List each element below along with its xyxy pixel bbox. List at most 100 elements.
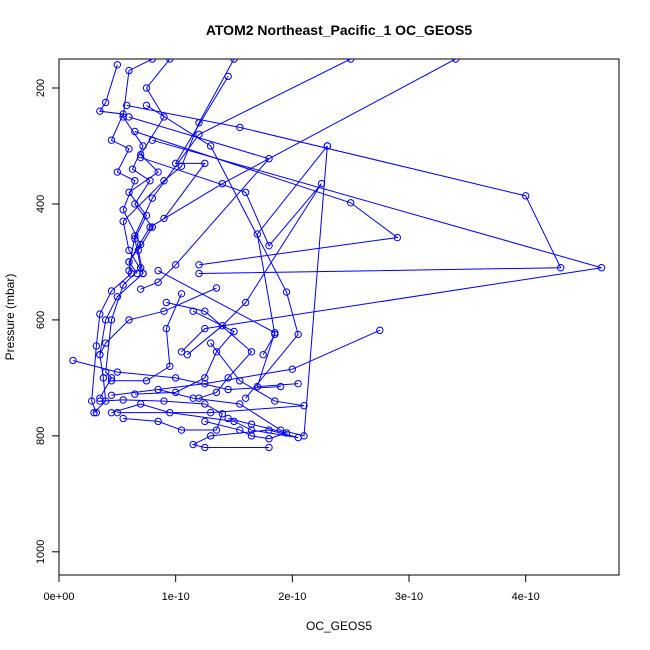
data-point — [139, 269, 147, 278]
data-point — [224, 414, 232, 423]
series-line — [158, 145, 328, 437]
data-point — [236, 400, 244, 408]
data-point — [206, 432, 215, 440]
data-point — [162, 298, 171, 307]
data-point — [276, 382, 285, 391]
data-point — [119, 217, 127, 226]
series-23 — [154, 142, 332, 440]
data-point — [282, 429, 291, 437]
data-point — [451, 59, 460, 63]
data-point — [166, 362, 174, 370]
data-point — [300, 432, 308, 440]
data-point — [241, 394, 250, 402]
series-line — [111, 403, 299, 448]
data-point — [107, 316, 116, 324]
data-point — [224, 72, 232, 81]
data-point — [131, 177, 139, 185]
data-point — [125, 66, 133, 75]
data-point — [90, 408, 98, 417]
data-point — [113, 368, 122, 376]
data-point — [183, 350, 192, 359]
data-point — [142, 377, 151, 385]
data-point — [206, 408, 215, 417]
data-point — [265, 443, 273, 452]
data-point — [122, 101, 131, 110]
data-point — [236, 377, 244, 385]
data-point — [253, 382, 262, 391]
data-point — [247, 348, 256, 356]
data-point — [218, 410, 227, 418]
data-point — [160, 214, 168, 223]
plot-area — [58, 58, 620, 576]
series-16 — [96, 284, 221, 359]
data-point — [195, 261, 203, 269]
data-point — [119, 396, 127, 404]
data-point — [148, 59, 157, 63]
series-line — [99, 399, 223, 431]
data-point — [230, 327, 238, 336]
data-point — [212, 284, 221, 292]
data-point — [241, 188, 250, 197]
data-point — [294, 330, 302, 339]
data-point — [92, 342, 101, 350]
data-point — [154, 278, 162, 286]
data-point — [294, 379, 302, 388]
data-point — [177, 348, 186, 356]
data-point — [125, 188, 133, 197]
series-line — [111, 293, 182, 382]
series-22 — [113, 339, 308, 417]
y-tick-label: 600 — [35, 311, 47, 329]
data-point — [521, 192, 530, 200]
data-point — [247, 420, 256, 428]
data-point — [265, 435, 273, 443]
series-4 — [119, 59, 238, 278]
y-tick-label: 200 — [35, 79, 47, 97]
data-point — [247, 426, 256, 434]
data-point — [107, 408, 116, 417]
series-9 — [131, 127, 402, 269]
y-tick-label: 400 — [35, 195, 47, 213]
data-point — [131, 232, 139, 240]
data-point — [597, 264, 606, 272]
series-line — [99, 59, 171, 399]
series-1 — [87, 61, 145, 417]
data-point — [236, 426, 244, 434]
series-18 — [69, 356, 285, 394]
x-tick-label: 2e-10 — [278, 591, 306, 603]
series-line — [204, 417, 289, 440]
data-point — [224, 374, 232, 382]
data-point — [96, 350, 104, 359]
data-point — [201, 400, 209, 408]
data-point — [154, 417, 162, 426]
data-point — [166, 59, 174, 63]
data-point — [113, 61, 122, 69]
series-17 — [107, 326, 384, 399]
data-point — [107, 391, 116, 399]
data-point — [154, 168, 162, 176]
data-point — [177, 426, 186, 434]
data-point — [201, 443, 209, 452]
data-point — [393, 233, 402, 242]
series-20 — [107, 290, 186, 385]
data-point — [212, 348, 221, 356]
x-tick-label: 1e-10 — [162, 591, 190, 603]
data-point — [177, 290, 186, 298]
series-line — [134, 130, 399, 266]
data-point — [133, 269, 141, 278]
series-3 — [96, 59, 174, 402]
data-point — [125, 316, 133, 324]
data-point — [189, 307, 197, 315]
data-point — [107, 136, 116, 144]
data-point — [119, 414, 127, 423]
data-point — [160, 307, 168, 315]
series-line — [99, 287, 217, 355]
data-point — [96, 310, 104, 318]
data-point — [113, 408, 122, 417]
data-point — [142, 211, 151, 220]
series-10 — [148, 136, 606, 356]
data-point — [276, 426, 285, 434]
data-point — [206, 339, 215, 347]
x-axis: 0e+00 1e-10 2e-10 3e-10 4e-10 — [44, 574, 540, 603]
data-point — [346, 59, 355, 63]
series-line — [163, 76, 229, 219]
